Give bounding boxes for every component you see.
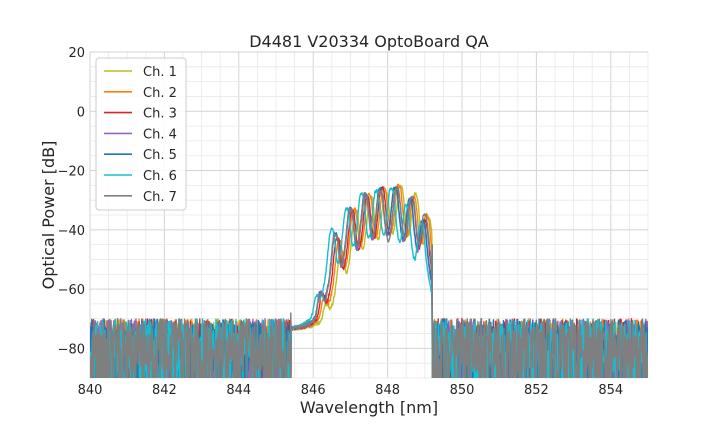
series-layer: [90, 183, 648, 378]
legend-label: Ch. 7: [143, 190, 177, 205]
legend-label: Ch. 3: [143, 107, 177, 122]
y-tick-label: −80: [58, 342, 85, 357]
legend: Ch. 1 Ch. 2 Ch. 3 Ch. 4 Ch. 5 Ch. 6 Ch. 7: [95, 57, 187, 211]
x-tick-label: 852: [524, 383, 549, 398]
y-axis-label: Optical Power [dB]: [39, 141, 58, 290]
x-tick-label: 842: [152, 383, 177, 398]
series-line-3: [90, 186, 648, 378]
x-tick-label: 840: [78, 383, 103, 398]
legend-label: Ch. 4: [143, 127, 177, 142]
x-tick-label: 848: [375, 383, 400, 398]
y-tick-label: −40: [58, 224, 85, 239]
legend-label: Ch. 6: [143, 169, 177, 184]
legend-label: Ch. 5: [143, 148, 177, 163]
series-line-7: [90, 186, 648, 378]
y-tick-label: 20: [68, 46, 85, 61]
x-tick-label: 844: [226, 383, 251, 398]
legend-label: Ch. 2: [143, 86, 177, 101]
tick-labels: 840 842 844 846 848 850 852 854 20 0 −20 −40 −60 −80: [58, 46, 624, 398]
x-tick-label: 846: [301, 383, 326, 398]
y-tick-label: −60: [58, 283, 85, 298]
y-tick-label: 0: [77, 105, 85, 120]
x-tick-label: 854: [598, 383, 623, 398]
x-axis-label: Wavelength [nm]: [300, 398, 438, 417]
chart-title: D4481 V20334 OptoBoard QA: [249, 32, 489, 51]
legend-box: [95, 57, 187, 211]
x-tick-label: 850: [450, 383, 475, 398]
legend-label: Ch. 1: [143, 65, 177, 80]
y-tick-label: −20: [58, 165, 85, 180]
